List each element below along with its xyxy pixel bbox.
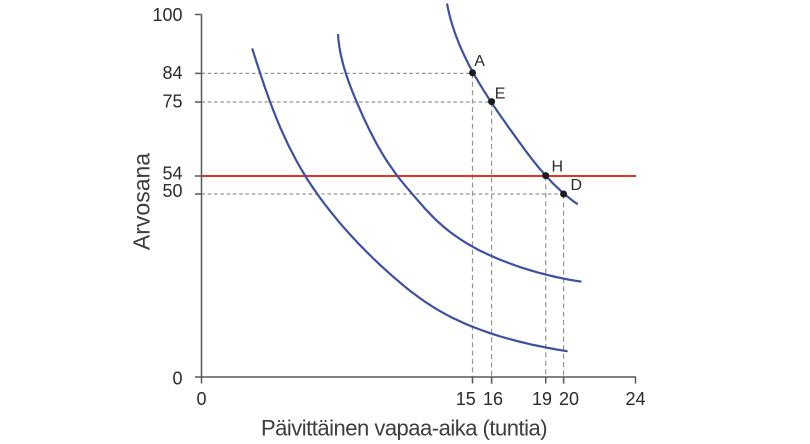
svg-text:16: 16 [483,389,503,409]
svg-text:84: 84 [162,63,182,83]
svg-text:0: 0 [172,369,182,389]
svg-text:D: D [571,177,583,194]
svg-text:24: 24 [625,389,645,409]
svg-text:20: 20 [559,389,579,409]
svg-text:Päivittäinen vapaa-aika (tunti: Päivittäinen vapaa-aika (tuntia) [261,416,547,441]
svg-text:A: A [474,53,485,70]
svg-text:15: 15 [456,389,476,409]
svg-text:19: 19 [532,389,552,409]
svg-text:50: 50 [162,181,182,201]
svg-text:54: 54 [162,164,182,184]
svg-text:100: 100 [152,5,182,25]
svg-text:Arvosana: Arvosana [129,153,155,250]
svg-text:0: 0 [196,389,206,409]
svg-text:E: E [495,85,506,102]
svg-text:H: H [552,159,564,176]
svg-text:75: 75 [162,91,182,111]
